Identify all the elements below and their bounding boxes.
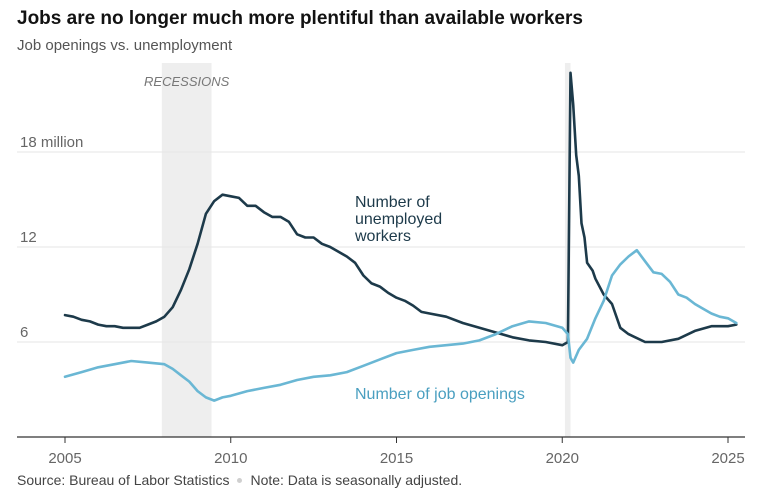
- job-openings-line: [63, 248, 738, 402]
- y-tick-label-18: 18 million: [20, 134, 83, 151]
- x-ticks: 2005 2010 2015 2020 2025: [48, 437, 745, 467]
- data-note: Note: Data is seasonally adjusted.: [250, 472, 463, 488]
- series-lines: [63, 71, 738, 402]
- separator-dot: [237, 477, 243, 483]
- x-tick-label-2005: 2005: [48, 450, 81, 467]
- y-tick-label-12: 12: [20, 229, 37, 246]
- job-openings-label: Number of job openings: [355, 386, 525, 403]
- line-chart: RECESSIONS 2005 2010 2015 2020 2025 6 12 18 mi…: [17, 63, 745, 467]
- x-tick-label-2025: 2025: [711, 450, 744, 467]
- gridlines: [17, 151, 745, 343]
- recession-band-1: [161, 63, 212, 437]
- x-tick-label-2010: 2010: [214, 450, 247, 467]
- chart-footer: Source: Bureau of Labor Statistics Note: …: [17, 472, 462, 488]
- unemployed-workers-line: [63, 71, 738, 347]
- chart-subtitle: Job openings vs. unemployment: [17, 37, 233, 54]
- recession-shading: [161, 63, 571, 437]
- x-tick-label-2015: 2015: [380, 450, 413, 467]
- unemployed-label-line-1: Number of: [355, 194, 430, 211]
- unemployed-label-line-3: workers: [354, 228, 411, 245]
- source-note: Source: Bureau of Labor Statistics: [17, 472, 230, 488]
- unemployed-label-line-2: unemployed: [355, 211, 442, 228]
- y-ticks: 6 12 18 million: [20, 134, 83, 341]
- x-tick-label-2020: 2020: [546, 450, 579, 467]
- chart-title: Jobs are no longer much more plentiful t…: [17, 8, 583, 29]
- y-tick-label-6: 6: [20, 324, 28, 341]
- recession-label: RECESSIONS: [144, 74, 230, 89]
